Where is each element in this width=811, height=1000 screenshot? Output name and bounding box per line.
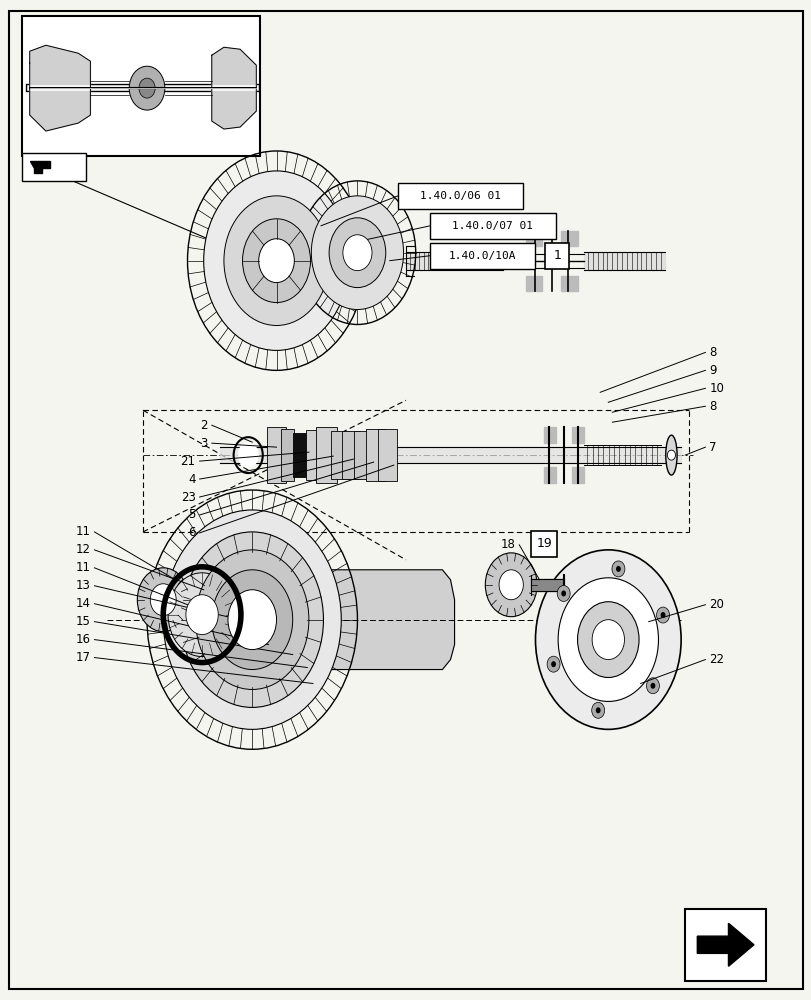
Circle shape (616, 566, 620, 572)
Text: 4: 4 (188, 473, 195, 486)
Circle shape (242, 219, 310, 303)
Bar (341, 431, 359, 479)
Bar (365, 429, 384, 481)
Circle shape (646, 678, 659, 694)
Polygon shape (571, 467, 583, 483)
Text: 1.40.0/10A: 1.40.0/10A (448, 251, 516, 261)
Polygon shape (525, 231, 541, 246)
Circle shape (551, 661, 556, 667)
Circle shape (656, 607, 669, 623)
Bar (330, 431, 348, 479)
Text: 2: 2 (200, 419, 208, 432)
Ellipse shape (665, 435, 676, 475)
Text: 11: 11 (75, 525, 90, 538)
Text: 9: 9 (709, 364, 716, 377)
Polygon shape (530, 579, 563, 591)
Bar (544, 243, 569, 269)
Bar (397, 183, 523, 209)
Text: 17: 17 (75, 651, 90, 664)
Circle shape (560, 590, 565, 596)
Text: 6: 6 (188, 526, 195, 539)
Circle shape (485, 553, 536, 617)
Circle shape (137, 568, 189, 632)
Text: 21: 21 (180, 455, 195, 468)
Bar (684, 909, 765, 981)
Bar (315, 427, 337, 483)
Polygon shape (543, 467, 555, 483)
Polygon shape (697, 923, 753, 966)
Text: 12: 12 (75, 543, 90, 556)
Text: 11: 11 (75, 561, 90, 574)
Circle shape (150, 584, 176, 616)
Polygon shape (30, 161, 50, 173)
Circle shape (195, 550, 308, 689)
Circle shape (204, 171, 349, 350)
Polygon shape (560, 276, 577, 291)
Circle shape (611, 561, 624, 577)
Circle shape (259, 239, 294, 283)
Text: 3: 3 (200, 437, 208, 450)
Circle shape (557, 578, 658, 701)
Text: 15: 15 (75, 615, 90, 628)
Text: 1.40.0/07 01: 1.40.0/07 01 (452, 221, 533, 231)
Polygon shape (212, 47, 256, 129)
Text: 18: 18 (500, 538, 515, 551)
Polygon shape (543, 427, 555, 443)
Text: 14: 14 (75, 597, 90, 610)
Circle shape (311, 196, 403, 310)
Circle shape (556, 585, 569, 601)
Polygon shape (525, 276, 541, 291)
Bar (377, 429, 397, 481)
Text: 16: 16 (75, 633, 90, 646)
Text: 13: 13 (75, 579, 90, 592)
Text: 1: 1 (553, 249, 560, 262)
Circle shape (129, 66, 165, 110)
Circle shape (224, 196, 328, 325)
Polygon shape (571, 427, 583, 443)
Circle shape (328, 218, 385, 288)
Circle shape (660, 612, 665, 618)
Bar (530, 531, 556, 557)
Circle shape (595, 707, 600, 713)
Text: 5: 5 (188, 508, 195, 521)
Text: 1.40.0/06 01: 1.40.0/06 01 (419, 191, 500, 201)
Bar (267, 427, 286, 483)
Circle shape (139, 78, 155, 98)
Circle shape (181, 532, 323, 707)
Bar (305, 430, 320, 480)
Bar (22, 153, 86, 181)
Text: 19: 19 (536, 537, 551, 550)
Bar (354, 431, 371, 479)
Polygon shape (304, 570, 454, 670)
Circle shape (499, 570, 523, 600)
Circle shape (650, 683, 654, 689)
Polygon shape (30, 45, 90, 131)
Circle shape (163, 510, 341, 729)
Circle shape (186, 595, 218, 635)
Circle shape (534, 550, 680, 729)
Circle shape (212, 570, 292, 670)
Text: 8: 8 (709, 346, 716, 359)
Polygon shape (560, 231, 577, 246)
Bar (430, 213, 555, 239)
Text: 10: 10 (709, 382, 723, 395)
Bar (281, 429, 294, 481)
Bar (22, 16, 260, 156)
Text: 20: 20 (709, 598, 723, 611)
Text: 8: 8 (709, 400, 716, 413)
Circle shape (591, 702, 604, 718)
Circle shape (547, 656, 560, 672)
Text: 23: 23 (181, 491, 195, 504)
Bar (430, 243, 534, 269)
Text: 22: 22 (709, 653, 723, 666)
Circle shape (342, 235, 371, 271)
Bar (292, 433, 308, 477)
Circle shape (667, 450, 675, 460)
Circle shape (238, 442, 259, 468)
Text: 7: 7 (709, 441, 716, 454)
Circle shape (168, 573, 236, 657)
Circle shape (591, 620, 624, 660)
Circle shape (577, 602, 638, 678)
Circle shape (228, 590, 277, 650)
